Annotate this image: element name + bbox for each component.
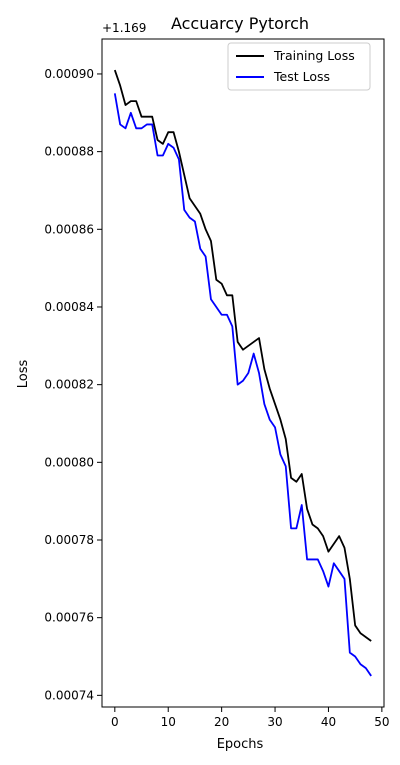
x-tick-label: 40 <box>321 715 336 729</box>
series-line-test-loss <box>113 93 372 677</box>
y-tick-label: 0.00090 <box>44 67 94 81</box>
legend-box <box>227 42 371 91</box>
series-lines <box>113 69 372 677</box>
legend-label-test-loss: Test Loss <box>273 69 330 84</box>
x-tick-label: 20 <box>214 715 229 729</box>
legend-label-training-loss: Training Loss <box>273 48 355 63</box>
x-tick-label: 50 <box>374 715 389 729</box>
y-tick-label: 0.00074 <box>44 688 94 702</box>
y-tick-label: 0.00076 <box>44 611 94 625</box>
x-tick-label: 0 <box>111 715 119 729</box>
x-tick-label: 30 <box>267 715 282 729</box>
y-tick-label: 0.00084 <box>44 300 94 314</box>
y-axis-offset-label: +1.169 <box>102 21 146 35</box>
y-axis-title: Loss <box>16 360 31 389</box>
legend: Training Loss Test Loss <box>227 42 371 91</box>
plot-area-frame <box>101 38 385 708</box>
y-tick-label: 0.00082 <box>44 378 94 392</box>
x-axis-title: Epochs <box>217 737 264 752</box>
chart-title: Accuarcy Pytorch <box>171 14 309 33</box>
y-tick-label: 0.00078 <box>44 533 94 547</box>
y-tick-label: 0.00080 <box>44 455 94 469</box>
y-tick-label: 0.00086 <box>44 222 94 236</box>
x-tick-label: 10 <box>161 715 176 729</box>
tick-marks: 0 10 20 30 40 50 0.00074 0.00076 0.00078 0.00080 0… <box>44 67 389 729</box>
series-line-training-loss <box>113 69 372 642</box>
y-tick-label: 0.00088 <box>44 145 94 159</box>
